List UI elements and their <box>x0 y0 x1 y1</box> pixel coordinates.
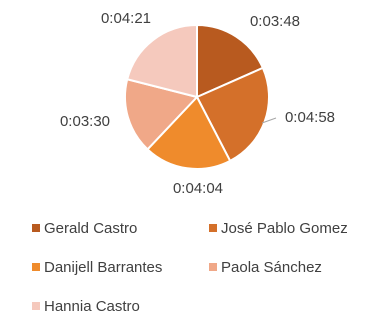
legend-label-5: Hannia Castro <box>44 298 140 315</box>
data-label-2: 0:04:58 <box>285 109 335 126</box>
legend-item-1: Gerald Castro <box>32 220 137 237</box>
pie-slice-1 <box>196 23 265 99</box>
pie-slice-4 <box>124 78 199 151</box>
data-label-1: 0:03:48 <box>250 13 300 30</box>
leader-line-2 <box>261 117 277 124</box>
legend-swatch-5 <box>32 302 40 310</box>
legend-item-3: Danijell Barrantes <box>32 259 162 276</box>
legend-item-5: Hannia Castro <box>32 298 140 315</box>
legend-item-4: Paola Sánchez <box>209 259 322 276</box>
pie-slice-3 <box>146 95 232 170</box>
legend-label-3: Danijell Barrantes <box>44 259 162 276</box>
data-label-4: 0:03:30 <box>60 113 110 130</box>
legend-swatch-3 <box>32 263 40 271</box>
data-label-3: 0:04:04 <box>173 180 223 197</box>
legend-swatch-4 <box>209 263 217 271</box>
pie-slice-2 <box>195 66 270 163</box>
legend-label-4: Paola Sánchez <box>221 259 322 276</box>
legend-label-1: Gerald Castro <box>44 220 137 237</box>
legend-swatch-1 <box>32 224 40 232</box>
legend-label-2: José Pablo Gomez <box>221 220 348 237</box>
data-label-5: 0:04:21 <box>101 10 151 27</box>
legend-swatch-2 <box>209 224 217 232</box>
legend-item-2: José Pablo Gomez <box>209 220 348 237</box>
pie-slice-5 <box>126 23 198 99</box>
